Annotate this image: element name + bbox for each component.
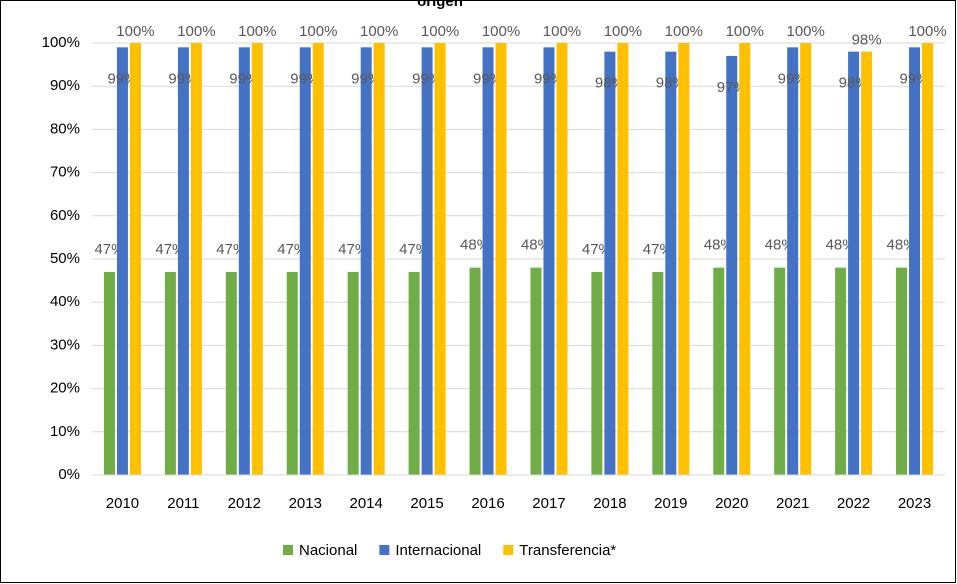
x-tick-label: 2022 xyxy=(837,495,870,512)
bar xyxy=(909,47,921,475)
bar xyxy=(896,267,908,475)
bar xyxy=(312,43,324,475)
bar xyxy=(286,271,298,475)
x-tick-label: 2018 xyxy=(593,495,626,512)
bar xyxy=(556,43,568,475)
data-label: 100% xyxy=(786,23,824,40)
y-tick-label: 70% xyxy=(50,164,80,181)
x-tick-label: 2013 xyxy=(289,495,322,512)
x-tick-label: 2014 xyxy=(349,495,382,512)
bar xyxy=(835,267,847,475)
data-label: 100% xyxy=(360,23,398,40)
data-label: 100% xyxy=(726,23,764,40)
bar xyxy=(421,47,433,475)
y-tick-label: 90% xyxy=(50,77,80,94)
legend-swatch xyxy=(503,545,514,555)
chart-title: origen xyxy=(417,0,463,10)
bar xyxy=(495,43,507,475)
data-label: 98% xyxy=(852,32,882,49)
bar xyxy=(347,271,359,475)
bar xyxy=(678,43,690,475)
data-label: 100% xyxy=(238,23,276,40)
y-tick-label: 0% xyxy=(58,466,80,483)
y-tick-label: 20% xyxy=(50,380,80,397)
data-label: 100% xyxy=(604,23,642,40)
y-tick-label: 30% xyxy=(50,336,80,353)
bar xyxy=(800,43,812,475)
x-tick-label: 2011 xyxy=(167,495,199,512)
x-tick-label: 2017 xyxy=(532,495,565,512)
x-tick-label: 2012 xyxy=(228,495,261,512)
bar xyxy=(116,47,128,475)
data-label: 100% xyxy=(177,23,215,40)
bar xyxy=(604,51,616,475)
bar xyxy=(238,47,250,475)
y-tick-label: 50% xyxy=(50,250,80,267)
y-tick-label: 100% xyxy=(42,34,80,51)
bar xyxy=(848,51,860,475)
bar xyxy=(543,47,555,475)
y-tick-label: 80% xyxy=(50,120,80,137)
bar xyxy=(591,271,603,475)
x-tick-label: 2015 xyxy=(410,495,443,512)
bar xyxy=(739,43,751,475)
bar xyxy=(665,51,677,475)
y-tick-label: 10% xyxy=(50,423,80,440)
bar xyxy=(713,267,725,475)
bar xyxy=(861,51,873,475)
x-tick-label: 2020 xyxy=(715,495,748,512)
bar xyxy=(164,271,176,475)
bar xyxy=(482,47,494,475)
bar xyxy=(530,267,542,475)
y-tick-label: 40% xyxy=(50,293,80,310)
legend-label: Transferencia* xyxy=(519,542,616,559)
data-label: 100% xyxy=(421,23,459,40)
bar xyxy=(652,271,664,475)
bar xyxy=(373,43,385,475)
legend-swatch xyxy=(379,545,390,555)
bar xyxy=(469,267,481,475)
bar xyxy=(177,47,189,475)
x-tick-label: 2019 xyxy=(654,495,687,512)
x-tick-label: 2010 xyxy=(106,495,139,512)
bar xyxy=(103,271,115,475)
bar xyxy=(726,55,738,476)
bar xyxy=(787,47,799,475)
bar xyxy=(617,43,629,475)
data-label: 100% xyxy=(482,23,520,40)
bar xyxy=(922,43,934,475)
bar xyxy=(774,267,786,475)
legend-label: Nacional xyxy=(299,542,357,559)
data-label: 100% xyxy=(908,23,946,40)
data-label: 100% xyxy=(116,23,154,40)
legend-label: Internacional xyxy=(395,542,481,559)
y-tick-label: 60% xyxy=(50,207,80,224)
bar xyxy=(434,43,446,475)
bar xyxy=(408,271,420,475)
legend-swatch xyxy=(283,545,293,555)
bar xyxy=(360,47,372,475)
x-tick-label: 2023 xyxy=(898,495,931,512)
data-label: 100% xyxy=(543,23,581,40)
bar xyxy=(190,43,202,475)
bar xyxy=(225,271,237,475)
bar xyxy=(251,43,263,475)
x-tick-label: 2016 xyxy=(471,495,504,512)
x-tick-label: 2021 xyxy=(776,495,809,512)
bar xyxy=(299,47,311,475)
data-label: 100% xyxy=(299,23,337,40)
data-label: 100% xyxy=(665,23,703,40)
bar xyxy=(129,43,141,475)
